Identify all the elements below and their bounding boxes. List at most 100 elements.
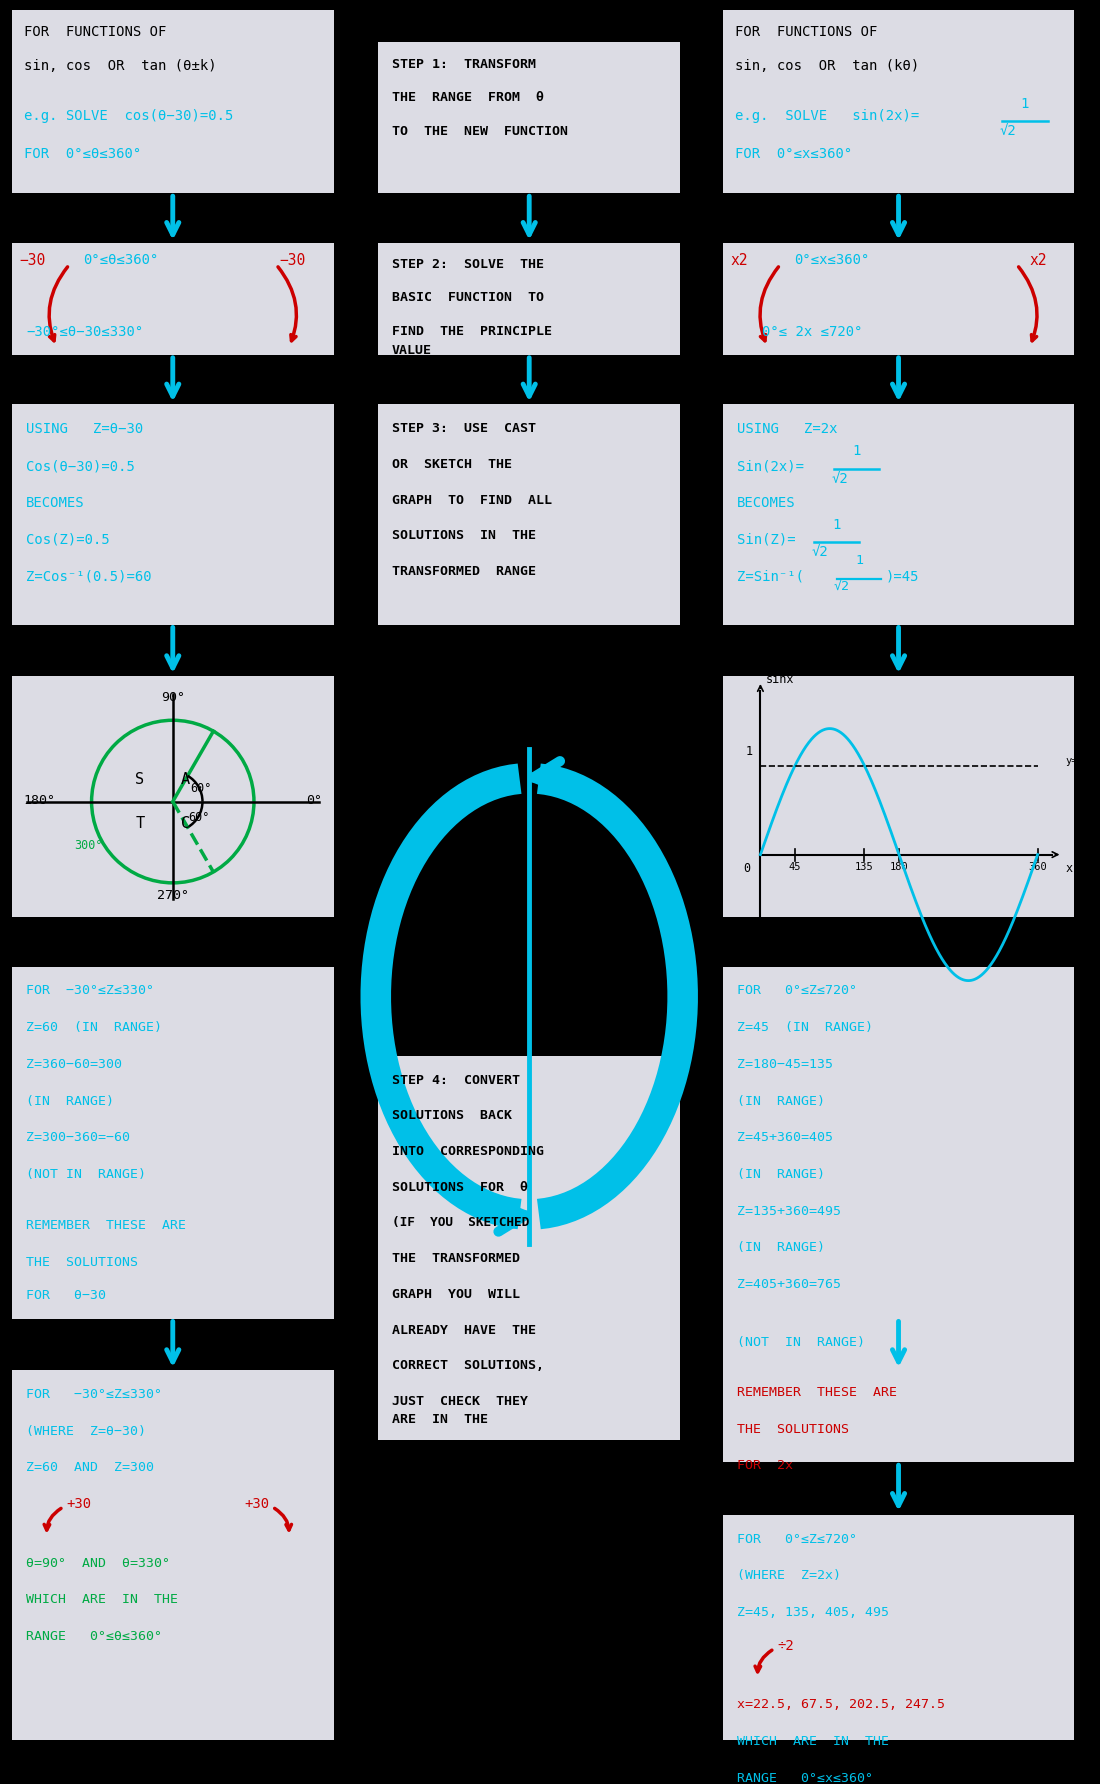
FancyBboxPatch shape [378,405,680,624]
Text: Sin(2x)=: Sin(2x)= [737,458,804,473]
Text: RANGE   0°≤x≤360°: RANGE 0°≤x≤360° [737,1772,872,1784]
Text: 0°≤x≤360°: 0°≤x≤360° [794,253,869,268]
Text: Z=135+360=495: Z=135+360=495 [737,1204,840,1217]
Text: Z=45+360=405: Z=45+360=405 [737,1131,833,1144]
Text: 60°: 60° [188,812,210,824]
Text: x: x [1066,862,1072,874]
Text: Z=Cos⁻¹(0.5)=60: Z=Cos⁻¹(0.5)=60 [25,569,152,583]
Text: JUST  CHECK  THEY: JUST CHECK THEY [392,1395,528,1408]
Text: −30°≤θ−30≤330°: −30°≤θ−30≤330° [26,325,144,339]
Text: √2: √2 [1000,123,1016,137]
Text: TO  THE  NEW  FUNCTION: TO THE NEW FUNCTION [392,125,568,137]
Text: ARE  IN  THE: ARE IN THE [392,1413,488,1425]
Text: T: T [135,817,144,831]
Text: (IF  YOU  SKETCHED: (IF YOU SKETCHED [392,1217,529,1229]
FancyBboxPatch shape [378,1056,680,1440]
Text: STEP 2:  SOLVE  THE: STEP 2: SOLVE THE [392,257,544,271]
Text: 0°≤ 2x ≤720°: 0°≤ 2x ≤720° [762,325,862,339]
FancyBboxPatch shape [378,41,680,193]
Text: ÷2: ÷2 [778,1639,794,1652]
Text: FOR   −30°≤Z≤330°: FOR −30°≤Z≤330° [25,1388,162,1400]
Text: BECOMES: BECOMES [25,496,85,510]
Text: (NOT IN  RANGE): (NOT IN RANGE) [25,1169,145,1181]
Text: 1: 1 [1021,96,1028,111]
Text: 60°: 60° [190,781,212,794]
Text: WHICH  ARE  IN  THE: WHICH ARE IN THE [737,1736,889,1748]
Text: 180°: 180° [24,794,56,806]
FancyBboxPatch shape [12,243,333,355]
Text: √2: √2 [832,473,848,485]
FancyBboxPatch shape [723,405,1075,624]
Text: INTO  CORRESPONDING: INTO CORRESPONDING [392,1145,544,1158]
Text: STEP 3:  USE  CAST: STEP 3: USE CAST [392,423,536,435]
Text: 0°: 0° [306,794,322,806]
Text: STEP 4:  CONVERT: STEP 4: CONVERT [392,1074,520,1086]
Text: Z=405+360=765: Z=405+360=765 [737,1277,840,1292]
Text: 300°: 300° [74,838,102,853]
Text: 270°: 270° [157,888,189,903]
Text: e.g.  SOLVE   sin(2x)=: e.g. SOLVE sin(2x)= [735,109,918,123]
Text: √2: √2 [1087,762,1099,772]
Text: FOR  0°≤x≤360°: FOR 0°≤x≤360° [735,146,851,161]
FancyBboxPatch shape [723,1515,1075,1739]
Text: Z=60  (IN  RANGE): Z=60 (IN RANGE) [25,1020,162,1035]
Text: 135: 135 [855,862,873,872]
Text: −30: −30 [279,253,306,268]
Text: 360: 360 [1028,862,1047,872]
Text: 180: 180 [890,862,909,872]
FancyBboxPatch shape [12,1370,333,1739]
Text: sinx: sinx [766,673,794,687]
Text: WHICH  ARE  IN  THE: WHICH ARE IN THE [25,1593,178,1606]
Text: 45: 45 [789,862,801,872]
FancyBboxPatch shape [378,243,680,355]
Text: CORRECT  SOLUTIONS,: CORRECT SOLUTIONS, [392,1359,544,1372]
Text: S: S [135,772,144,787]
Text: REMEMBER  THESE  ARE: REMEMBER THESE ARE [737,1386,896,1399]
Text: A: A [180,772,190,787]
Text: 0: 0 [744,862,750,874]
Text: THE  SOLUTIONS: THE SOLUTIONS [737,1422,848,1436]
Text: Z=Sin⁻¹(: Z=Sin⁻¹( [737,569,804,583]
Text: THE  SOLUTIONS: THE SOLUTIONS [25,1256,138,1268]
Text: 1: 1 [856,555,864,567]
Text: OR  SKETCH  THE: OR SKETCH THE [392,458,513,471]
Text: y=: y= [1066,756,1078,765]
FancyBboxPatch shape [723,967,1075,1318]
Text: Z=360−60=300: Z=360−60=300 [25,1058,122,1070]
Text: THE  RANGE  FROM  θ: THE RANGE FROM θ [392,91,544,103]
Text: √2: √2 [834,582,849,594]
Text: (IN  RANGE): (IN RANGE) [737,1095,825,1108]
Text: FOR   0°≤Z≤720°: FOR 0°≤Z≤720° [737,985,857,997]
Text: FOR  FUNCTIONS OF: FOR FUNCTIONS OF [735,25,877,39]
Text: FOR  0°≤θ≤360°: FOR 0°≤θ≤360° [24,146,141,161]
Text: x=22.5, 67.5, 202.5, 247.5: x=22.5, 67.5, 202.5, 247.5 [737,1698,945,1711]
Text: +30: +30 [66,1497,91,1511]
Text: Z=60  AND  Z=300: Z=60 AND Z=300 [25,1461,154,1474]
FancyBboxPatch shape [12,405,333,624]
Text: sin, cos  OR  tan (θ±k): sin, cos OR tan (θ±k) [24,59,217,73]
Text: USING   Z=2x: USING Z=2x [737,423,837,437]
Text: C: C [180,817,190,831]
Text: (WHERE  Z=2x): (WHERE Z=2x) [737,1570,840,1582]
Text: 1: 1 [833,517,840,532]
Text: sin, cos  OR  tan (kθ): sin, cos OR tan (kθ) [735,59,918,73]
Text: 1: 1 [852,444,860,458]
Text: Z=180−45=135: Z=180−45=135 [737,1058,833,1070]
Text: (WHERE  Z=θ−30): (WHERE Z=θ−30) [25,1425,145,1438]
Text: −30: −30 [20,253,46,268]
Text: TRANSFORMED  RANGE: TRANSFORMED RANGE [392,566,536,578]
Text: 1: 1 [746,746,752,758]
Text: FIND  THE  PRINCIPLE: FIND THE PRINCIPLE [392,325,552,339]
Text: SOLUTIONS  BACK: SOLUTIONS BACK [392,1110,513,1122]
Text: 1: 1 [1096,744,1100,753]
Text: USING   Z=θ−30: USING Z=θ−30 [25,423,143,437]
Text: (IN  RANGE): (IN RANGE) [737,1242,825,1254]
Text: )=45: )=45 [887,569,920,583]
Text: SOLUTIONS  IN  THE: SOLUTIONS IN THE [392,530,536,542]
Text: 90°: 90° [161,690,185,705]
Text: THE  TRANSFORMED: THE TRANSFORMED [392,1252,520,1265]
Text: Cos(Z)=0.5: Cos(Z)=0.5 [25,532,110,546]
Text: +30: +30 [244,1497,270,1511]
FancyBboxPatch shape [12,676,333,917]
Text: GRAPH  TO  FIND  ALL: GRAPH TO FIND ALL [392,494,552,507]
